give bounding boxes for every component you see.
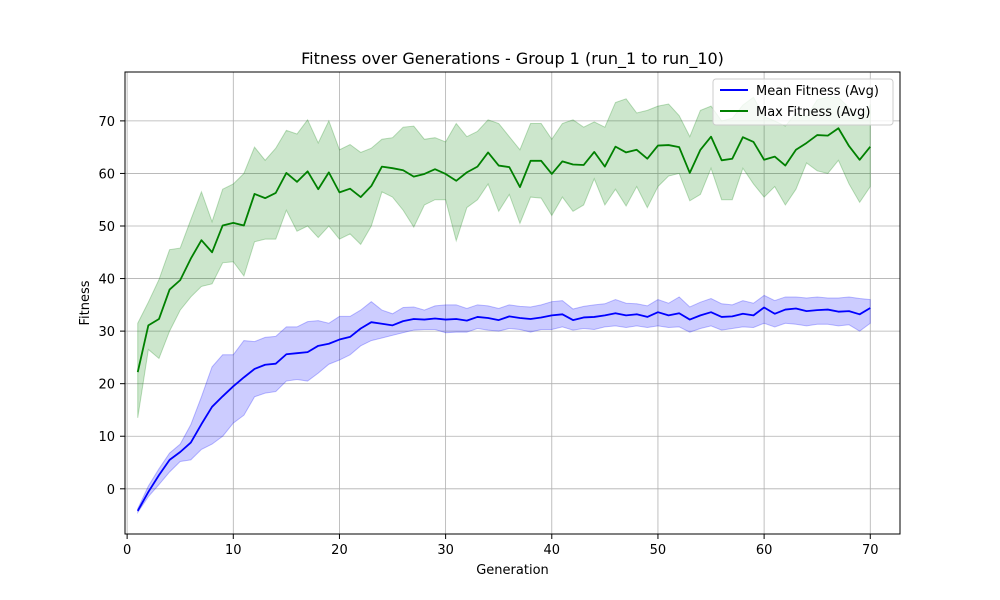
y-tick-label: 0: [107, 483, 115, 498]
x-tick-label: 50: [650, 543, 667, 558]
legend: Mean Fitness (Avg) Max Fitness (Avg): [712, 78, 894, 126]
max-fitness-band: [137, 96, 871, 418]
mean-fitness-line: [136, 306, 871, 512]
y-tick-label: 30: [98, 325, 115, 340]
x-tick-label: 60: [756, 543, 773, 558]
legend-label-mean: Mean Fitness (Avg): [756, 84, 879, 99]
axis-ticks: 0 10 20 30 40 50 60 70 0 10 20 30 40 50 60 70: [98, 115, 878, 558]
y-tick-label: 70: [98, 115, 115, 130]
x-tick-label: 40: [544, 543, 561, 558]
y-axis-label: Fitness: [78, 280, 93, 325]
chart-title: Fitness over Generations - Group 1 (run_…: [301, 49, 724, 69]
legend-label-max: Max Fitness (Avg): [756, 105, 870, 120]
y-tick-label: 20: [98, 378, 115, 393]
x-tick-label: 0: [123, 543, 131, 558]
x-axis-label: Generation: [476, 563, 549, 578]
x-tick-label: 30: [437, 543, 454, 558]
y-tick-label: 10: [98, 430, 115, 445]
series-lines: [136, 127, 871, 512]
mean-fitness-band: [137, 294, 871, 515]
confidence-bands: [137, 96, 871, 515]
y-tick-label: 40: [98, 273, 115, 288]
legend-box: [712, 78, 894, 126]
y-tick-label: 60: [98, 167, 115, 182]
x-tick-label: 10: [225, 543, 242, 558]
max-fitness-line: [136, 127, 871, 373]
x-tick-label: 20: [331, 543, 348, 558]
y-tick-label: 50: [98, 220, 115, 235]
x-tick-label: 70: [862, 543, 879, 558]
plot-area-frame: [124, 71, 901, 535]
